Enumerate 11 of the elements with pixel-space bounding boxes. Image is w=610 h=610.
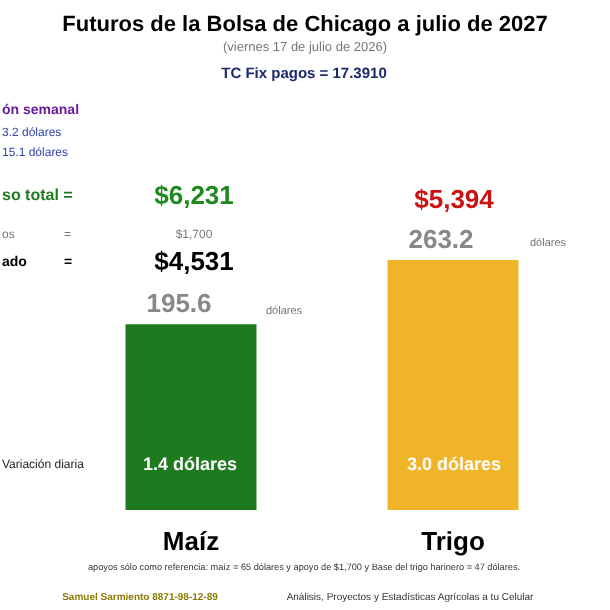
x-tick-label: Maíz <box>162 526 221 556</box>
chart-title: Futuros de la Bolsa de Chicago a julio de 2027 <box>62 13 548 37</box>
text: so total = <box>2 186 74 204</box>
annotation: 1.4 dólares <box>142 454 238 474</box>
text: $6,231 <box>154 180 234 210</box>
annotation: $4,531 <box>154 246 234 276</box>
text: $5,394 <box>414 184 496 214</box>
data-label: 195.6 <box>146 288 212 319</box>
annotation: 3.0 dólares <box>406 454 502 474</box>
data-label: 263.2 <box>408 224 474 254</box>
x-tick-label: Trigo <box>421 526 485 556</box>
